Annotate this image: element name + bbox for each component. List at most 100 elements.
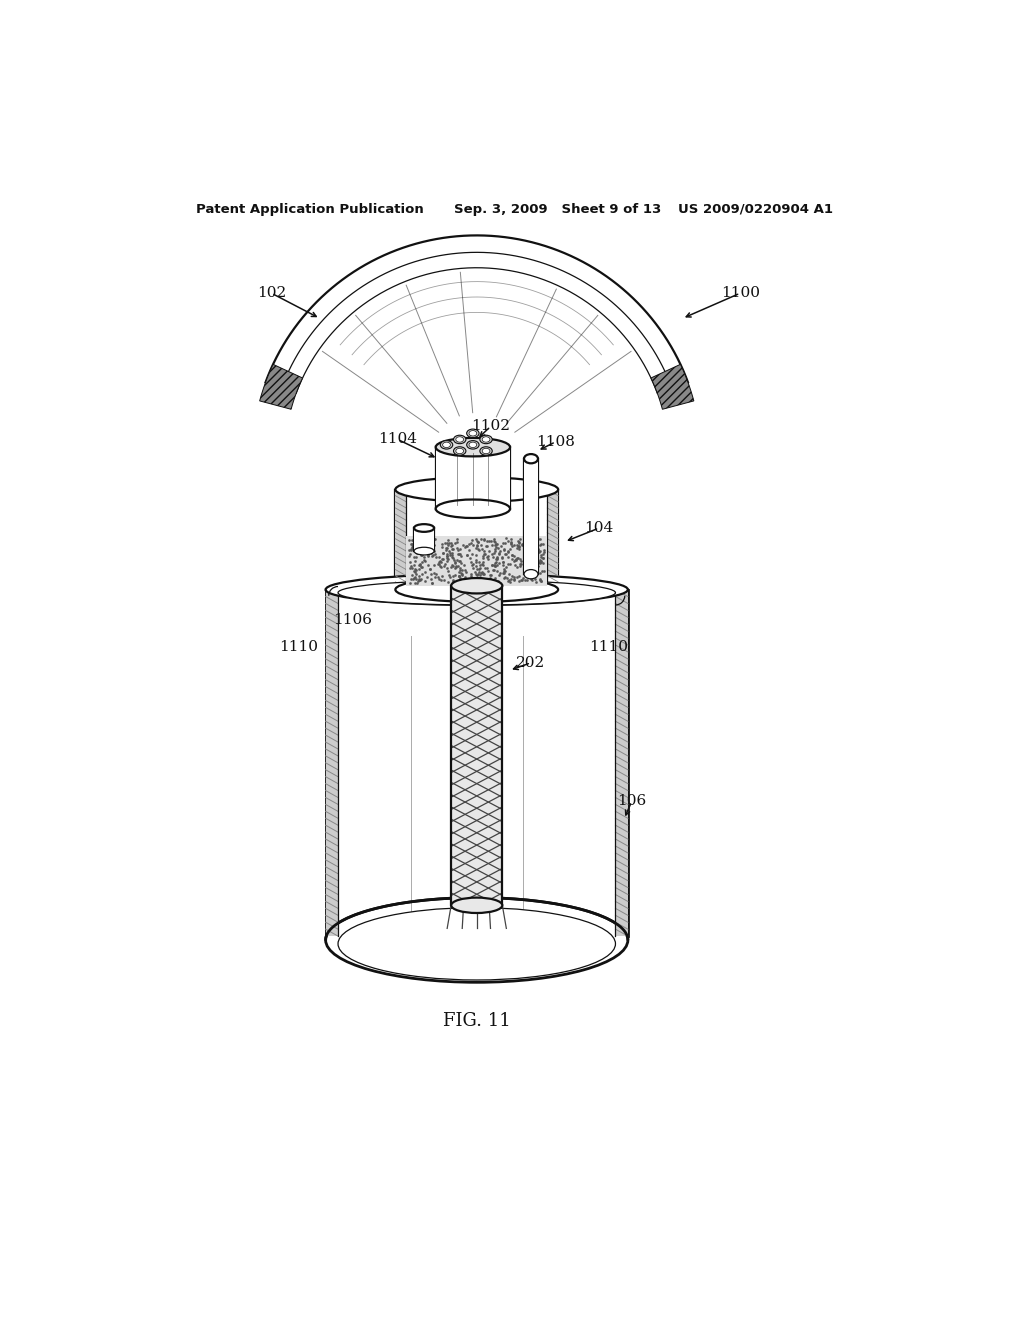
Point (451, 561, 467, 582)
Point (436, 553, 453, 574)
Point (520, 529, 537, 550)
Point (496, 558, 512, 579)
Point (411, 558, 427, 579)
Point (456, 554, 472, 576)
Point (467, 528, 483, 549)
Point (414, 564, 430, 585)
Point (402, 539, 419, 560)
Point (414, 557, 430, 578)
Point (482, 565, 499, 586)
Point (514, 535, 530, 556)
Point (454, 560, 470, 581)
Point (410, 573, 426, 594)
Point (452, 560, 468, 581)
Point (412, 535, 428, 556)
Point (403, 536, 420, 557)
Point (524, 532, 541, 553)
Point (402, 533, 419, 554)
Point (486, 531, 503, 552)
Point (422, 558, 438, 579)
Point (417, 533, 433, 554)
Text: FIG. 11: FIG. 11 (442, 1012, 511, 1030)
Point (527, 556, 544, 577)
Point (431, 556, 447, 577)
Point (511, 532, 527, 553)
Point (471, 558, 487, 579)
Point (523, 533, 540, 554)
Point (443, 535, 460, 556)
Point (401, 545, 418, 566)
Point (510, 548, 526, 569)
Point (426, 554, 442, 576)
Point (454, 565, 470, 586)
Point (433, 533, 450, 554)
Point (532, 552, 549, 573)
Point (470, 539, 486, 560)
Point (484, 546, 501, 568)
Point (444, 569, 461, 590)
Ellipse shape (456, 437, 464, 442)
Point (528, 572, 545, 593)
Point (410, 528, 426, 549)
Point (417, 531, 433, 552)
Point (490, 570, 507, 591)
Ellipse shape (414, 524, 434, 532)
Point (445, 570, 462, 591)
Point (403, 557, 420, 578)
Point (442, 532, 459, 553)
Point (510, 536, 526, 557)
Point (497, 568, 513, 589)
Point (516, 561, 532, 582)
Point (474, 553, 490, 574)
Point (413, 531, 429, 552)
Point (480, 561, 497, 582)
Point (482, 568, 499, 589)
Point (503, 532, 519, 553)
Point (479, 531, 496, 552)
Point (493, 536, 509, 557)
Point (476, 557, 493, 578)
Point (479, 536, 496, 557)
Point (424, 545, 440, 566)
Point (465, 535, 481, 556)
Point (453, 545, 469, 566)
Point (443, 544, 460, 565)
Point (490, 537, 507, 558)
Point (433, 557, 450, 578)
Point (437, 532, 454, 553)
Ellipse shape (326, 898, 628, 982)
Point (503, 532, 519, 553)
Point (429, 566, 445, 587)
Point (409, 543, 425, 564)
Point (520, 532, 537, 553)
Point (487, 532, 504, 553)
Point (470, 540, 486, 561)
Point (517, 556, 534, 577)
Point (534, 570, 550, 591)
Polygon shape (651, 364, 694, 409)
Point (507, 549, 523, 570)
Point (475, 564, 492, 585)
Point (511, 537, 527, 558)
Point (522, 546, 539, 568)
Point (500, 546, 516, 568)
Point (453, 570, 469, 591)
Point (449, 556, 465, 577)
Point (511, 570, 527, 591)
Point (413, 545, 429, 566)
Point (468, 545, 484, 566)
Point (517, 541, 534, 562)
Point (528, 549, 545, 570)
Point (536, 560, 552, 581)
Point (440, 565, 457, 586)
Point (487, 533, 504, 554)
Ellipse shape (435, 438, 510, 457)
Text: Sep. 3, 2009   Sheet 9 of 13: Sep. 3, 2009 Sheet 9 of 13 (454, 203, 660, 215)
Point (473, 535, 489, 556)
Point (446, 565, 463, 586)
Point (525, 545, 542, 566)
Point (468, 537, 484, 558)
Bar (326, 590, 338, 936)
Point (486, 535, 503, 556)
Point (457, 537, 473, 558)
